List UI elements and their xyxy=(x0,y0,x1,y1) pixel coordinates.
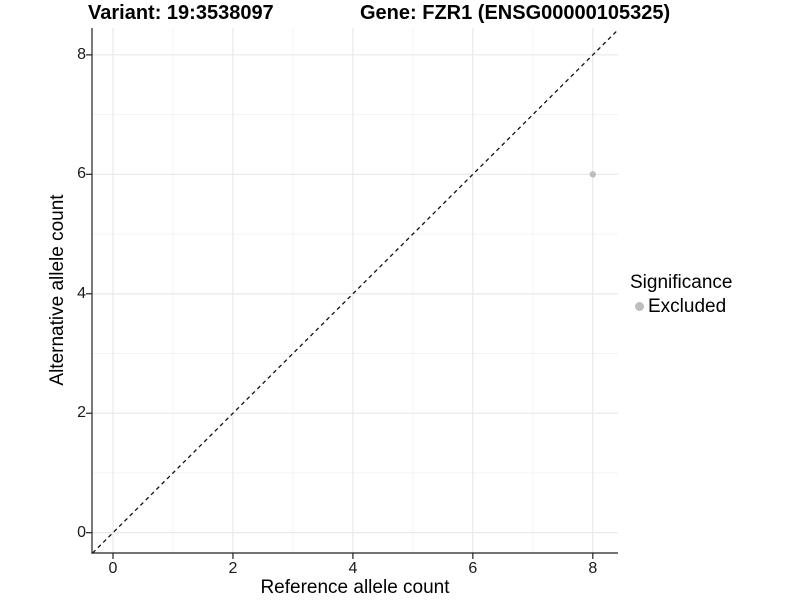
y-tick-label: 6 xyxy=(77,165,86,183)
identity-line xyxy=(92,29,619,554)
x-tick-label: 6 xyxy=(468,560,478,577)
y-tick-label: 2 xyxy=(77,404,86,422)
legend-dot-icon xyxy=(634,302,644,311)
legend: Significance Excluded xyxy=(630,272,732,317)
plot-title-variant: Variant: 19:3538097 xyxy=(88,2,274,24)
legend-item-excluded: Excluded xyxy=(630,296,732,317)
data-point xyxy=(589,171,597,178)
x-tick-label: 8 xyxy=(588,560,598,577)
x-axis-label: Reference allele count xyxy=(260,577,450,598)
y-tick-label: 4 xyxy=(77,284,86,302)
legend-item-label: Excluded xyxy=(648,296,727,317)
legend-key xyxy=(630,302,648,311)
x-tick-label: 2 xyxy=(228,560,238,577)
y-tick-label: 0 xyxy=(77,523,86,541)
x-tick-label: 4 xyxy=(348,560,358,577)
y-axis-label: Alternative allele count xyxy=(47,194,68,386)
y-tick-label: 8 xyxy=(77,45,86,63)
legend-title: Significance xyxy=(630,272,733,293)
plot-title-gene: Gene: FZR1 (ENSG00000105325) xyxy=(360,2,671,24)
x-tick-label: 0 xyxy=(108,560,118,577)
